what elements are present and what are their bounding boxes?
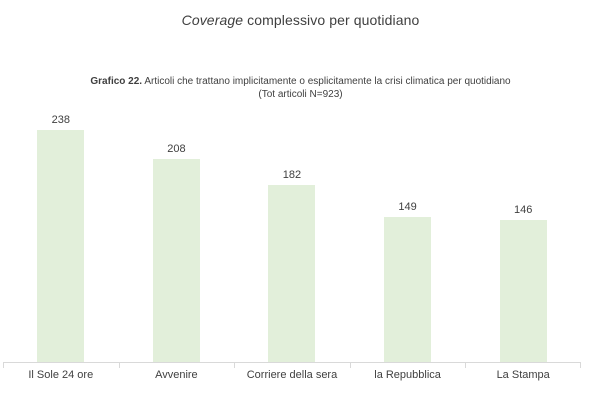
bar-group: 208 xyxy=(119,110,235,362)
bar-value-label: 146 xyxy=(513,203,533,216)
bar xyxy=(37,130,85,362)
chart-subtitle-caption-number: Grafico 22. xyxy=(90,76,143,87)
bars-container: 238 208 182 149 146 xyxy=(3,110,581,362)
bar-value-label: 149 xyxy=(398,200,417,213)
x-axis-ticks xyxy=(3,363,581,368)
x-axis-tick xyxy=(234,363,236,368)
bar-group: 182 xyxy=(234,110,350,362)
x-axis-category-label: Avvenire xyxy=(155,369,198,381)
bar-group: 238 xyxy=(3,110,119,362)
bar xyxy=(152,159,200,362)
chart-subtitle-line2: (Tot articoli N=923) xyxy=(258,89,343,100)
bar xyxy=(499,219,547,362)
x-axis-tick xyxy=(349,363,351,368)
chart-subtitle: Grafico 22. Articoli che trattano implic… xyxy=(0,75,601,101)
x-axis-category-label: Il Sole 24 ore xyxy=(28,369,94,381)
x-axis-tick xyxy=(465,363,467,368)
bar-value-label: 238 xyxy=(51,114,70,126)
chart-title-regular-text: complessivo per quotidiano xyxy=(243,12,420,28)
chart-title-italic-word: Coverage xyxy=(181,12,244,28)
x-axis-line xyxy=(3,362,581,363)
bar-group: 146 xyxy=(465,110,581,362)
bar xyxy=(268,184,316,362)
x-axis-tick xyxy=(118,363,120,368)
plot-area: 238 208 182 149 146 Il Sole 24 ore Avvenire Co… xyxy=(3,110,581,381)
x-axis-category-label: la Repubblica xyxy=(374,369,441,381)
chart-title: Coverage complessivo per quotidiano xyxy=(0,12,601,28)
bar xyxy=(384,216,432,362)
x-axis-labels: Il Sole 24 ore Avvenire Corriere della ser… xyxy=(3,369,581,382)
x-axis-tick xyxy=(580,363,581,368)
bar-value-label: 208 xyxy=(167,143,186,156)
chart-subtitle-caption-text: Articoli che trattano implicitamente o e… xyxy=(142,76,511,87)
x-axis-category-label: Corriere della sera xyxy=(246,369,338,381)
bar-group: 149 xyxy=(350,110,466,362)
chart-subtitle-line1: Grafico 22. Articoli che trattano implic… xyxy=(0,75,601,88)
x-axis-tick xyxy=(3,363,4,368)
bar-value-label: 182 xyxy=(282,168,302,181)
x-axis-category-label: La Stampa xyxy=(496,369,550,381)
